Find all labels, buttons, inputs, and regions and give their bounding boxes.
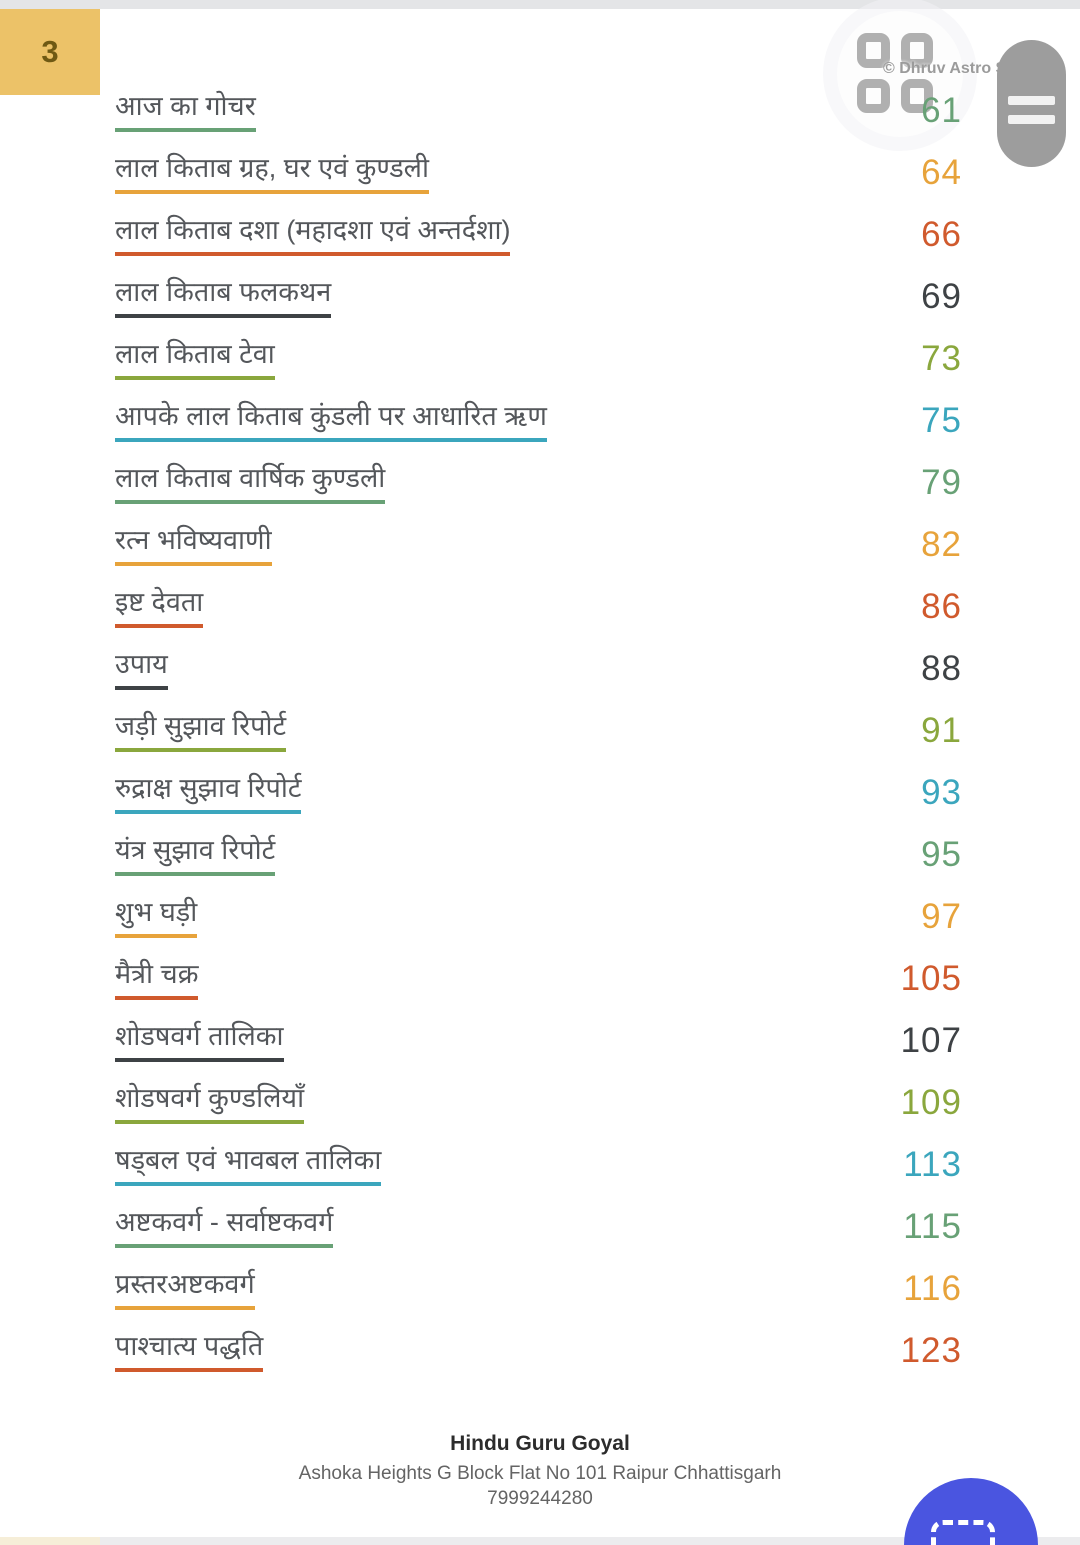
toc-page-number: 113 [903, 1145, 962, 1184]
toc-page-number: 95 [921, 835, 962, 874]
toc-page-number: 79 [921, 463, 962, 502]
toc-page-number: 109 [900, 1083, 962, 1122]
grid-icon-square [900, 78, 933, 113]
toc-row: अष्टकवर्ग - सर्वाष्टकवर्ग 115 [0, 1196, 1080, 1258]
screenshot-icon [931, 1520, 995, 1545]
toc-row: प्रस्तरअष्टकवर्ग 116 [0, 1258, 1080, 1320]
toc-row: उपाय 88 [0, 638, 1080, 700]
toc-item-label[interactable]: जड़ी सुझाव रिपोर्ट [115, 710, 287, 752]
toc-row: रत्न भविष्यवाणी 82 [0, 514, 1080, 576]
toc-page-number: 75 [921, 401, 962, 440]
toc-item-label[interactable]: उपाय [115, 648, 168, 690]
toc-page-number: 61 [921, 91, 962, 130]
toc-page-number: 64 [921, 153, 962, 192]
grid-icon [857, 33, 933, 113]
toc-item-label[interactable]: लाल किताब ग्रह, घर एवं कुण्डली [115, 152, 429, 194]
toc-page-number: 105 [900, 959, 962, 998]
toc-page-number: 86 [921, 587, 962, 626]
toc-row: लाल किताब ग्रह, घर एवं कुण्डली 64 [0, 142, 1080, 204]
toc-row: शुभ घड़ी 97 [0, 886, 1080, 948]
toc-item-label[interactable]: लाल किताब टेवा [115, 338, 275, 380]
toc-row: षड्बल एवं भावबल तालिका 113 [0, 1134, 1080, 1196]
toc-page-number: 123 [900, 1331, 962, 1370]
toc-row: रुद्राक्ष सुझाव रिपोर्ट 93 [0, 762, 1080, 824]
menu-button[interactable] [997, 40, 1066, 167]
grid-icon-square [857, 33, 890, 68]
toc-page-number: 73 [921, 339, 962, 378]
toc-item-label[interactable]: मैत्री चक्र [115, 958, 199, 1000]
toc-row: यंत्र सुझाव रिपोर्ट 95 [0, 824, 1080, 886]
watermark-circle [837, 11, 963, 137]
toc-item-label[interactable]: लाल किताब दशा (महादशा एवं अन्तर्दशा) [115, 214, 511, 256]
toc-row: लाल किताब वार्षिक कुण्डली 79 [0, 452, 1080, 514]
toc-page-number: 93 [921, 773, 962, 812]
grid-icon-square [857, 78, 890, 113]
hamburger-icon [1008, 115, 1055, 124]
toc-row: मैत्री चक्र 105 [0, 948, 1080, 1010]
footer-address: Ashoka Heights G Block Flat No 101 Raipu… [298, 1463, 782, 1484]
toc-row: शोडषवर्ग तालिका 107 [0, 1010, 1080, 1072]
hamburger-icon [1008, 96, 1055, 105]
next-page-edge [0, 1537, 100, 1545]
toc-page-number: 82 [921, 525, 962, 564]
toc-row: आपके लाल किताब कुंडली पर आधारित ऋण 75 [0, 390, 1080, 452]
toc-item-label[interactable]: आपके लाल किताब कुंडली पर आधारित ऋण [115, 400, 547, 442]
toc-page-number: 107 [900, 1021, 962, 1060]
toc-item-label[interactable]: षड्बल एवं भावबल तालिका [115, 1144, 382, 1186]
footer-name: Hindu Guru Goyal [450, 1432, 630, 1455]
toc-item-label[interactable]: रुद्राक्ष सुझाव रिपोर्ट [115, 772, 302, 814]
toc-item-label[interactable]: प्रस्तरअष्टकवर्ग [115, 1268, 255, 1310]
toc-page-number: 69 [921, 277, 962, 316]
toc-row: लाल किताब फलकथन 69 [0, 266, 1080, 328]
toc-page-number: 88 [921, 649, 962, 688]
toc-item-label[interactable]: यंत्र सुझाव रिपोर्ट [115, 834, 276, 876]
toc-item-label[interactable]: लाल किताब फलकथन [115, 276, 332, 318]
toc-row: लाल किताब दशा (महादशा एवं अन्तर्दशा) 66 [0, 204, 1080, 266]
toc-item-label[interactable]: रत्न भविष्यवाणी [115, 524, 272, 566]
footer-phone: 7999244280 [487, 1488, 593, 1509]
toc-page-number: 91 [921, 711, 962, 750]
toc-page-number: 97 [921, 897, 962, 936]
top-divider [0, 0, 1080, 9]
page-number-badge-label: 3 [41, 34, 59, 69]
toc-item-label[interactable]: पाश्चात्य पद्धति [115, 1330, 264, 1372]
grid-icon-square [900, 33, 933, 68]
toc-item-label[interactable]: आज का गोचर [115, 90, 256, 132]
toc-row: लाल किताब टेवा 73 [0, 328, 1080, 390]
toc-row: आज का गोचर 61 [0, 80, 1080, 142]
toc-row: शोडषवर्ग कुण्डलियाँ 109 [0, 1072, 1080, 1134]
bottom-strip [0, 1537, 1080, 1545]
toc-page-number: 116 [903, 1269, 962, 1308]
toc-page-number: 66 [921, 215, 962, 254]
toc-row: पाश्चात्य पद्धति 123 [0, 1320, 1080, 1382]
toc-item-label[interactable]: शोडषवर्ग तालिका [115, 1020, 284, 1062]
toc-item-label[interactable]: शोडषवर्ग कुण्डलियाँ [115, 1082, 305, 1124]
toc-item-label[interactable]: इष्ट देवता [115, 586, 204, 628]
toc-item-label[interactable]: लाल किताब वार्षिक कुण्डली [115, 462, 386, 504]
toc-item-label[interactable]: अष्टकवर्ग - सर्वाष्टकवर्ग [115, 1206, 334, 1248]
toc-row: इष्ट देवता 86 [0, 576, 1080, 638]
toc-page-number: 115 [903, 1207, 962, 1246]
page-number-badge: 3 [0, 9, 100, 95]
toc-item-label[interactable]: शुभ घड़ी [115, 896, 198, 938]
toc-row: जड़ी सुझाव रिपोर्ट 91 [0, 700, 1080, 762]
